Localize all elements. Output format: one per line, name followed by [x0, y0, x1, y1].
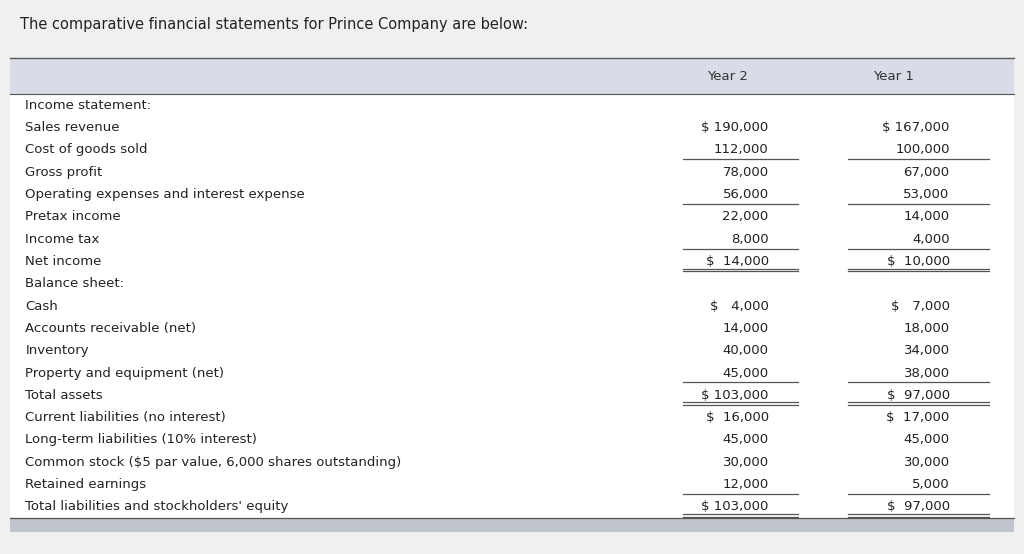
Text: Accounts receivable (net): Accounts receivable (net) [26, 322, 197, 335]
Text: Balance sheet:: Balance sheet: [26, 278, 124, 290]
Text: Inventory: Inventory [26, 344, 89, 357]
Text: 40,000: 40,000 [723, 344, 769, 357]
Text: Retained earnings: Retained earnings [26, 478, 146, 491]
FancyBboxPatch shape [10, 518, 1014, 532]
Text: 100,000: 100,000 [895, 143, 949, 156]
Text: Total liabilities and stockholders' equity: Total liabilities and stockholders' equi… [26, 500, 289, 514]
Text: Total assets: Total assets [26, 389, 103, 402]
Text: Current liabilities (no interest): Current liabilities (no interest) [26, 411, 226, 424]
Text: 18,000: 18,000 [903, 322, 949, 335]
Text: 12,000: 12,000 [723, 478, 769, 491]
Text: 30,000: 30,000 [903, 456, 949, 469]
Text: 78,000: 78,000 [723, 166, 769, 179]
Text: $ 103,000: $ 103,000 [701, 389, 769, 402]
Text: $ 103,000: $ 103,000 [701, 500, 769, 514]
Text: Operating expenses and interest expense: Operating expenses and interest expense [26, 188, 305, 201]
Text: Pretax income: Pretax income [26, 211, 121, 223]
Text: 34,000: 34,000 [903, 344, 949, 357]
Text: 5,000: 5,000 [912, 478, 949, 491]
Text: Long-term liabilities (10% interest): Long-term liabilities (10% interest) [26, 433, 257, 447]
Text: Cash: Cash [26, 300, 58, 312]
Text: Common stock ($5 par value, 6,000 shares outstanding): Common stock ($5 par value, 6,000 shares… [26, 456, 401, 469]
Text: 14,000: 14,000 [903, 211, 949, 223]
Text: $ 167,000: $ 167,000 [883, 121, 949, 134]
Text: Income statement:: Income statement: [26, 99, 152, 112]
Text: 22,000: 22,000 [723, 211, 769, 223]
Text: The comparative financial statements for Prince Company are below:: The comparative financial statements for… [20, 17, 528, 33]
Text: $   7,000: $ 7,000 [891, 300, 949, 312]
Text: 4,000: 4,000 [912, 233, 949, 245]
Text: $  14,000: $ 14,000 [706, 255, 769, 268]
Text: $   4,000: $ 4,000 [710, 300, 769, 312]
Text: Income tax: Income tax [26, 233, 99, 245]
Text: 45,000: 45,000 [723, 433, 769, 447]
Text: 45,000: 45,000 [903, 433, 949, 447]
Text: 53,000: 53,000 [903, 188, 949, 201]
Text: $  97,000: $ 97,000 [887, 500, 949, 514]
Text: 38,000: 38,000 [903, 367, 949, 379]
FancyBboxPatch shape [10, 58, 1014, 94]
Text: Cost of goods sold: Cost of goods sold [26, 143, 147, 156]
Text: $  16,000: $ 16,000 [706, 411, 769, 424]
Text: 8,000: 8,000 [731, 233, 769, 245]
Text: Year 1: Year 1 [872, 70, 913, 83]
Text: Sales revenue: Sales revenue [26, 121, 120, 134]
Text: 30,000: 30,000 [723, 456, 769, 469]
Text: $ 190,000: $ 190,000 [701, 121, 769, 134]
Text: 14,000: 14,000 [723, 322, 769, 335]
Text: Gross profit: Gross profit [26, 166, 102, 179]
Text: 45,000: 45,000 [723, 367, 769, 379]
Text: $  17,000: $ 17,000 [887, 411, 949, 424]
Text: $  10,000: $ 10,000 [887, 255, 949, 268]
Text: Year 2: Year 2 [708, 70, 749, 83]
FancyBboxPatch shape [10, 94, 1014, 518]
Text: Property and equipment (net): Property and equipment (net) [26, 367, 224, 379]
Text: $  97,000: $ 97,000 [887, 389, 949, 402]
Text: 67,000: 67,000 [903, 166, 949, 179]
Text: Net income: Net income [26, 255, 101, 268]
Text: 112,000: 112,000 [714, 143, 769, 156]
Text: 56,000: 56,000 [723, 188, 769, 201]
